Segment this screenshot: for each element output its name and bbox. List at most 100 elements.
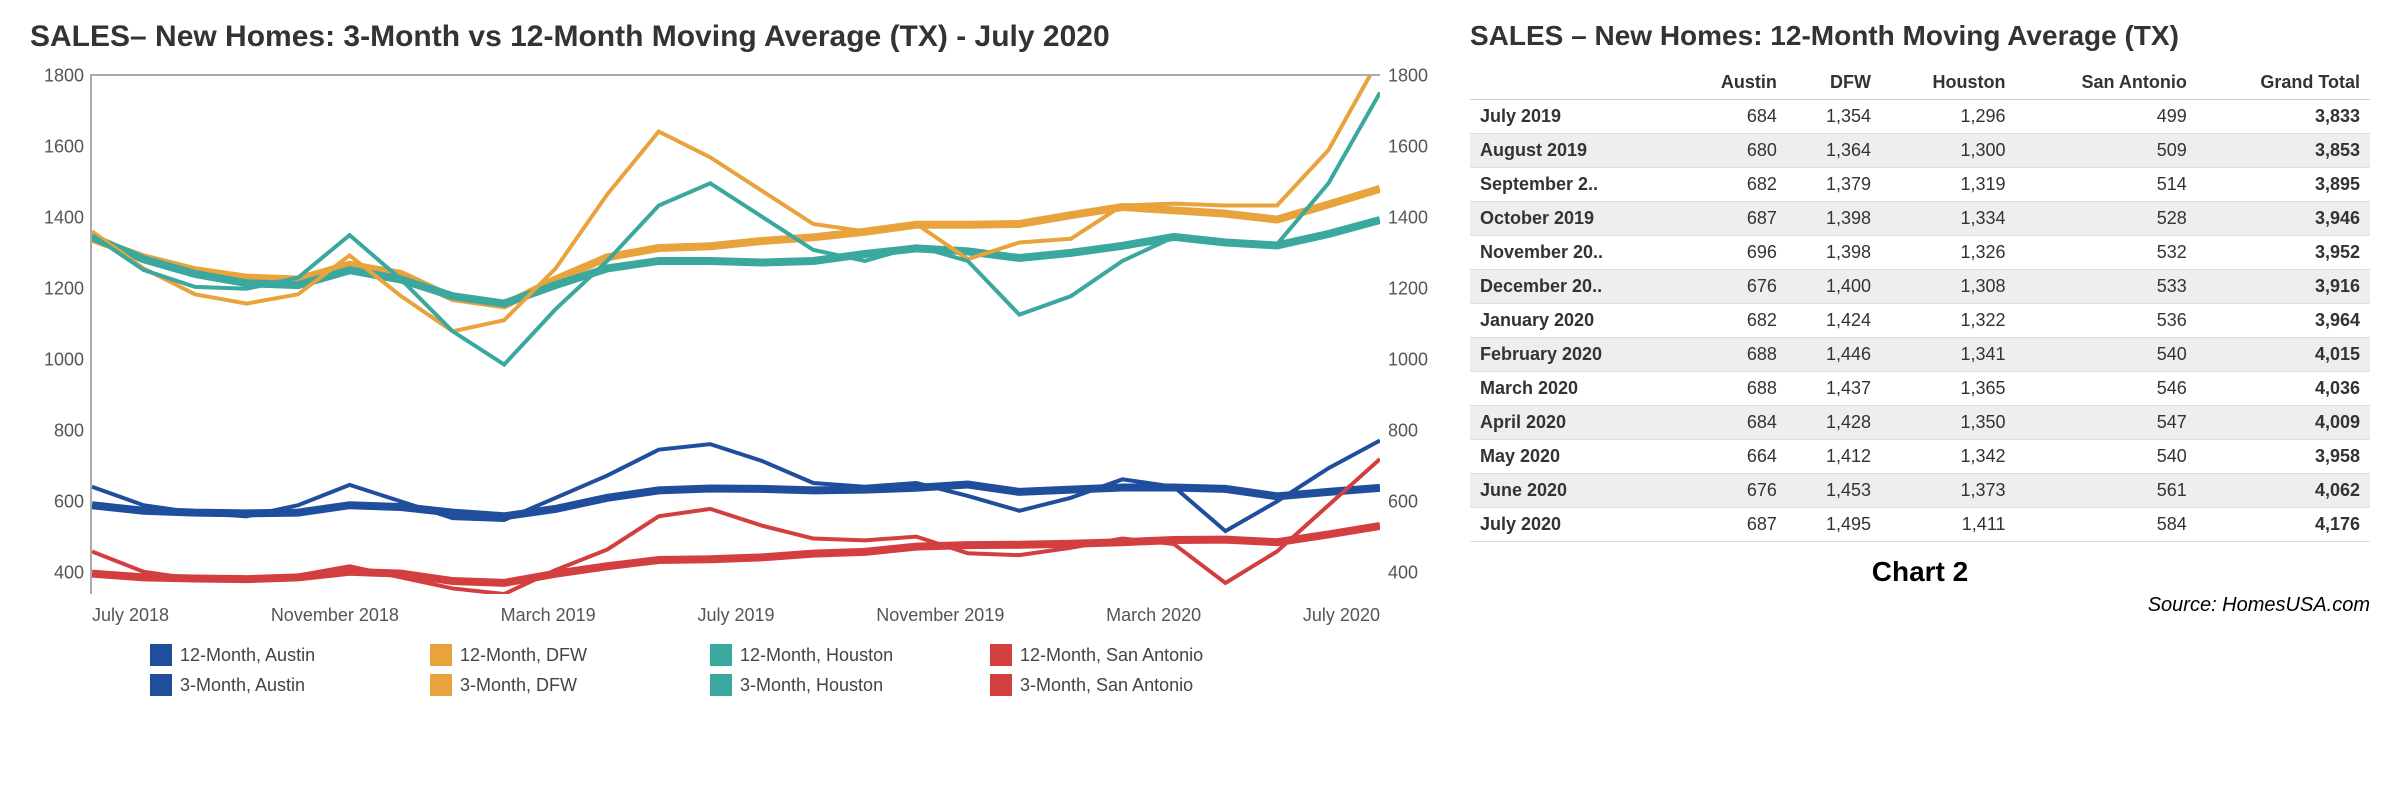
chart-title: SALES– New Homes: 3-Month vs 12-Month Mo… — [30, 20, 1430, 54]
table-cell: 3,958 — [2197, 440, 2370, 474]
table-cell: 540 — [2016, 440, 2197, 474]
legend-item: 12-Month, Austin — [150, 644, 410, 666]
table-cell: 1,428 — [1787, 406, 1881, 440]
table-cell: 684 — [1677, 100, 1787, 134]
table-cell: 540 — [2016, 338, 2197, 372]
chart2-label: Chart 2 — [1470, 556, 2370, 588]
table-cell: 3,952 — [2197, 236, 2370, 270]
legend-item: 12-Month, San Antonio — [990, 644, 1250, 666]
y-tick: 1800 — [34, 66, 84, 87]
table-cell: 499 — [2016, 100, 2197, 134]
table-cell: 1,354 — [1787, 100, 1881, 134]
table-cell: 1,322 — [1881, 304, 2016, 338]
legend-label: 3-Month, Houston — [740, 675, 883, 696]
table-cell: July 2019 — [1470, 100, 1677, 134]
y-tick: 600 — [34, 492, 84, 513]
table-cell: 509 — [2016, 134, 2197, 168]
table-cell: 532 — [2016, 236, 2197, 270]
table-header: Austin — [1677, 66, 1787, 100]
chart-area: 18001600140012001000800600400 1800160014… — [90, 74, 1380, 594]
table-header — [1470, 66, 1677, 100]
table-cell: August 2019 — [1470, 134, 1677, 168]
table-cell: October 2019 — [1470, 202, 1677, 236]
y-axis-left: 18001600140012001000800600400 — [34, 76, 84, 594]
legend-label: 12-Month, Houston — [740, 645, 893, 666]
y-tick: 800 — [1388, 421, 1438, 442]
y-tick: 1400 — [34, 208, 84, 229]
legend-item: 3-Month, Austin — [150, 674, 410, 696]
y-tick: 1600 — [1388, 137, 1438, 158]
table-header: DFW — [1787, 66, 1881, 100]
table-cell: November 20.. — [1470, 236, 1677, 270]
legend-label: 12-Month, Austin — [180, 645, 315, 666]
table-row: November 20..6961,3981,3265323,952 — [1470, 236, 2370, 270]
table-row: September 2..6821,3791,3195143,895 — [1470, 168, 2370, 202]
table-cell: 528 — [2016, 202, 2197, 236]
legend-item: 3-Month, DFW — [430, 674, 690, 696]
table-cell: June 2020 — [1470, 474, 1677, 508]
table-cell: 676 — [1677, 270, 1787, 304]
legend: 12-Month, Austin 12-Month, DFW 12-Month, H… — [150, 644, 1430, 696]
table-cell: 1,341 — [1881, 338, 2016, 372]
table-row: August 20196801,3641,3005093,853 — [1470, 134, 2370, 168]
table-cell: 682 — [1677, 168, 1787, 202]
table-cell: 1,342 — [1881, 440, 2016, 474]
legend-label: 3-Month, DFW — [460, 675, 577, 696]
table-title: SALES – New Homes: 12-Month Moving Avera… — [1470, 20, 2370, 52]
table-cell: 1,296 — [1881, 100, 2016, 134]
table-cell: 1,495 — [1787, 508, 1881, 542]
x-tick: March 2019 — [501, 605, 596, 626]
table-cell: March 2020 — [1470, 372, 1677, 406]
y-tick: 400 — [34, 563, 84, 584]
table-cell: 1,365 — [1881, 372, 2016, 406]
legend-item: 3-Month, Houston — [710, 674, 970, 696]
table-head-row: AustinDFWHoustonSan AntonioGrand Total — [1470, 66, 2370, 100]
table-header: Grand Total — [2197, 66, 2370, 100]
legend-label: 3-Month, San Antonio — [1020, 675, 1193, 696]
right-panel: SALES – New Homes: 12-Month Moving Avera… — [1430, 20, 2370, 780]
table-cell: 1,411 — [1881, 508, 2016, 542]
table-cell: 546 — [2016, 372, 2197, 406]
table-row: April 20206841,4281,3505474,009 — [1470, 406, 2370, 440]
table-cell: 1,424 — [1787, 304, 1881, 338]
table-cell: 1,437 — [1787, 372, 1881, 406]
series-houston_3m — [92, 93, 1380, 365]
table-cell: 3,853 — [2197, 134, 2370, 168]
table-cell: 533 — [2016, 270, 2197, 304]
table-cell: 536 — [2016, 304, 2197, 338]
table-cell: 3,916 — [2197, 270, 2370, 304]
table-cell: 3,964 — [2197, 304, 2370, 338]
legend-swatch — [990, 644, 1012, 666]
series-houston_12m — [92, 220, 1380, 304]
table-cell: 514 — [2016, 168, 2197, 202]
table-cell: 1,373 — [1881, 474, 2016, 508]
y-tick: 1400 — [1388, 208, 1438, 229]
table-cell: 687 — [1677, 508, 1787, 542]
legend-swatch — [150, 644, 172, 666]
y-tick: 400 — [1388, 563, 1438, 584]
left-panel: SALES– New Homes: 3-Month vs 12-Month Mo… — [30, 20, 1430, 780]
table-header: San Antonio — [2016, 66, 2197, 100]
x-tick: July 2020 — [1303, 605, 1380, 626]
y-tick: 1200 — [1388, 279, 1438, 300]
x-tick: November 2019 — [876, 605, 1004, 626]
table-cell: 1,412 — [1787, 440, 1881, 474]
table-cell: 1,308 — [1881, 270, 2016, 304]
y-tick: 800 — [34, 421, 84, 442]
legend-swatch — [430, 644, 452, 666]
table-cell: April 2020 — [1470, 406, 1677, 440]
legend-label: 12-Month, DFW — [460, 645, 587, 666]
chart-svg — [92, 76, 1380, 594]
table-cell: 1,300 — [1881, 134, 2016, 168]
table-cell: 687 — [1677, 202, 1787, 236]
table-cell: 682 — [1677, 304, 1787, 338]
table-cell: December 20.. — [1470, 270, 1677, 304]
legend-swatch — [710, 644, 732, 666]
table-cell: 3,946 — [2197, 202, 2370, 236]
table-cell: 680 — [1677, 134, 1787, 168]
series-dfw_3m — [92, 76, 1380, 331]
table-cell: 3,895 — [2197, 168, 2370, 202]
y-tick: 1800 — [1388, 66, 1438, 87]
table-cell: 1,334 — [1881, 202, 2016, 236]
table-header: Houston — [1881, 66, 2016, 100]
